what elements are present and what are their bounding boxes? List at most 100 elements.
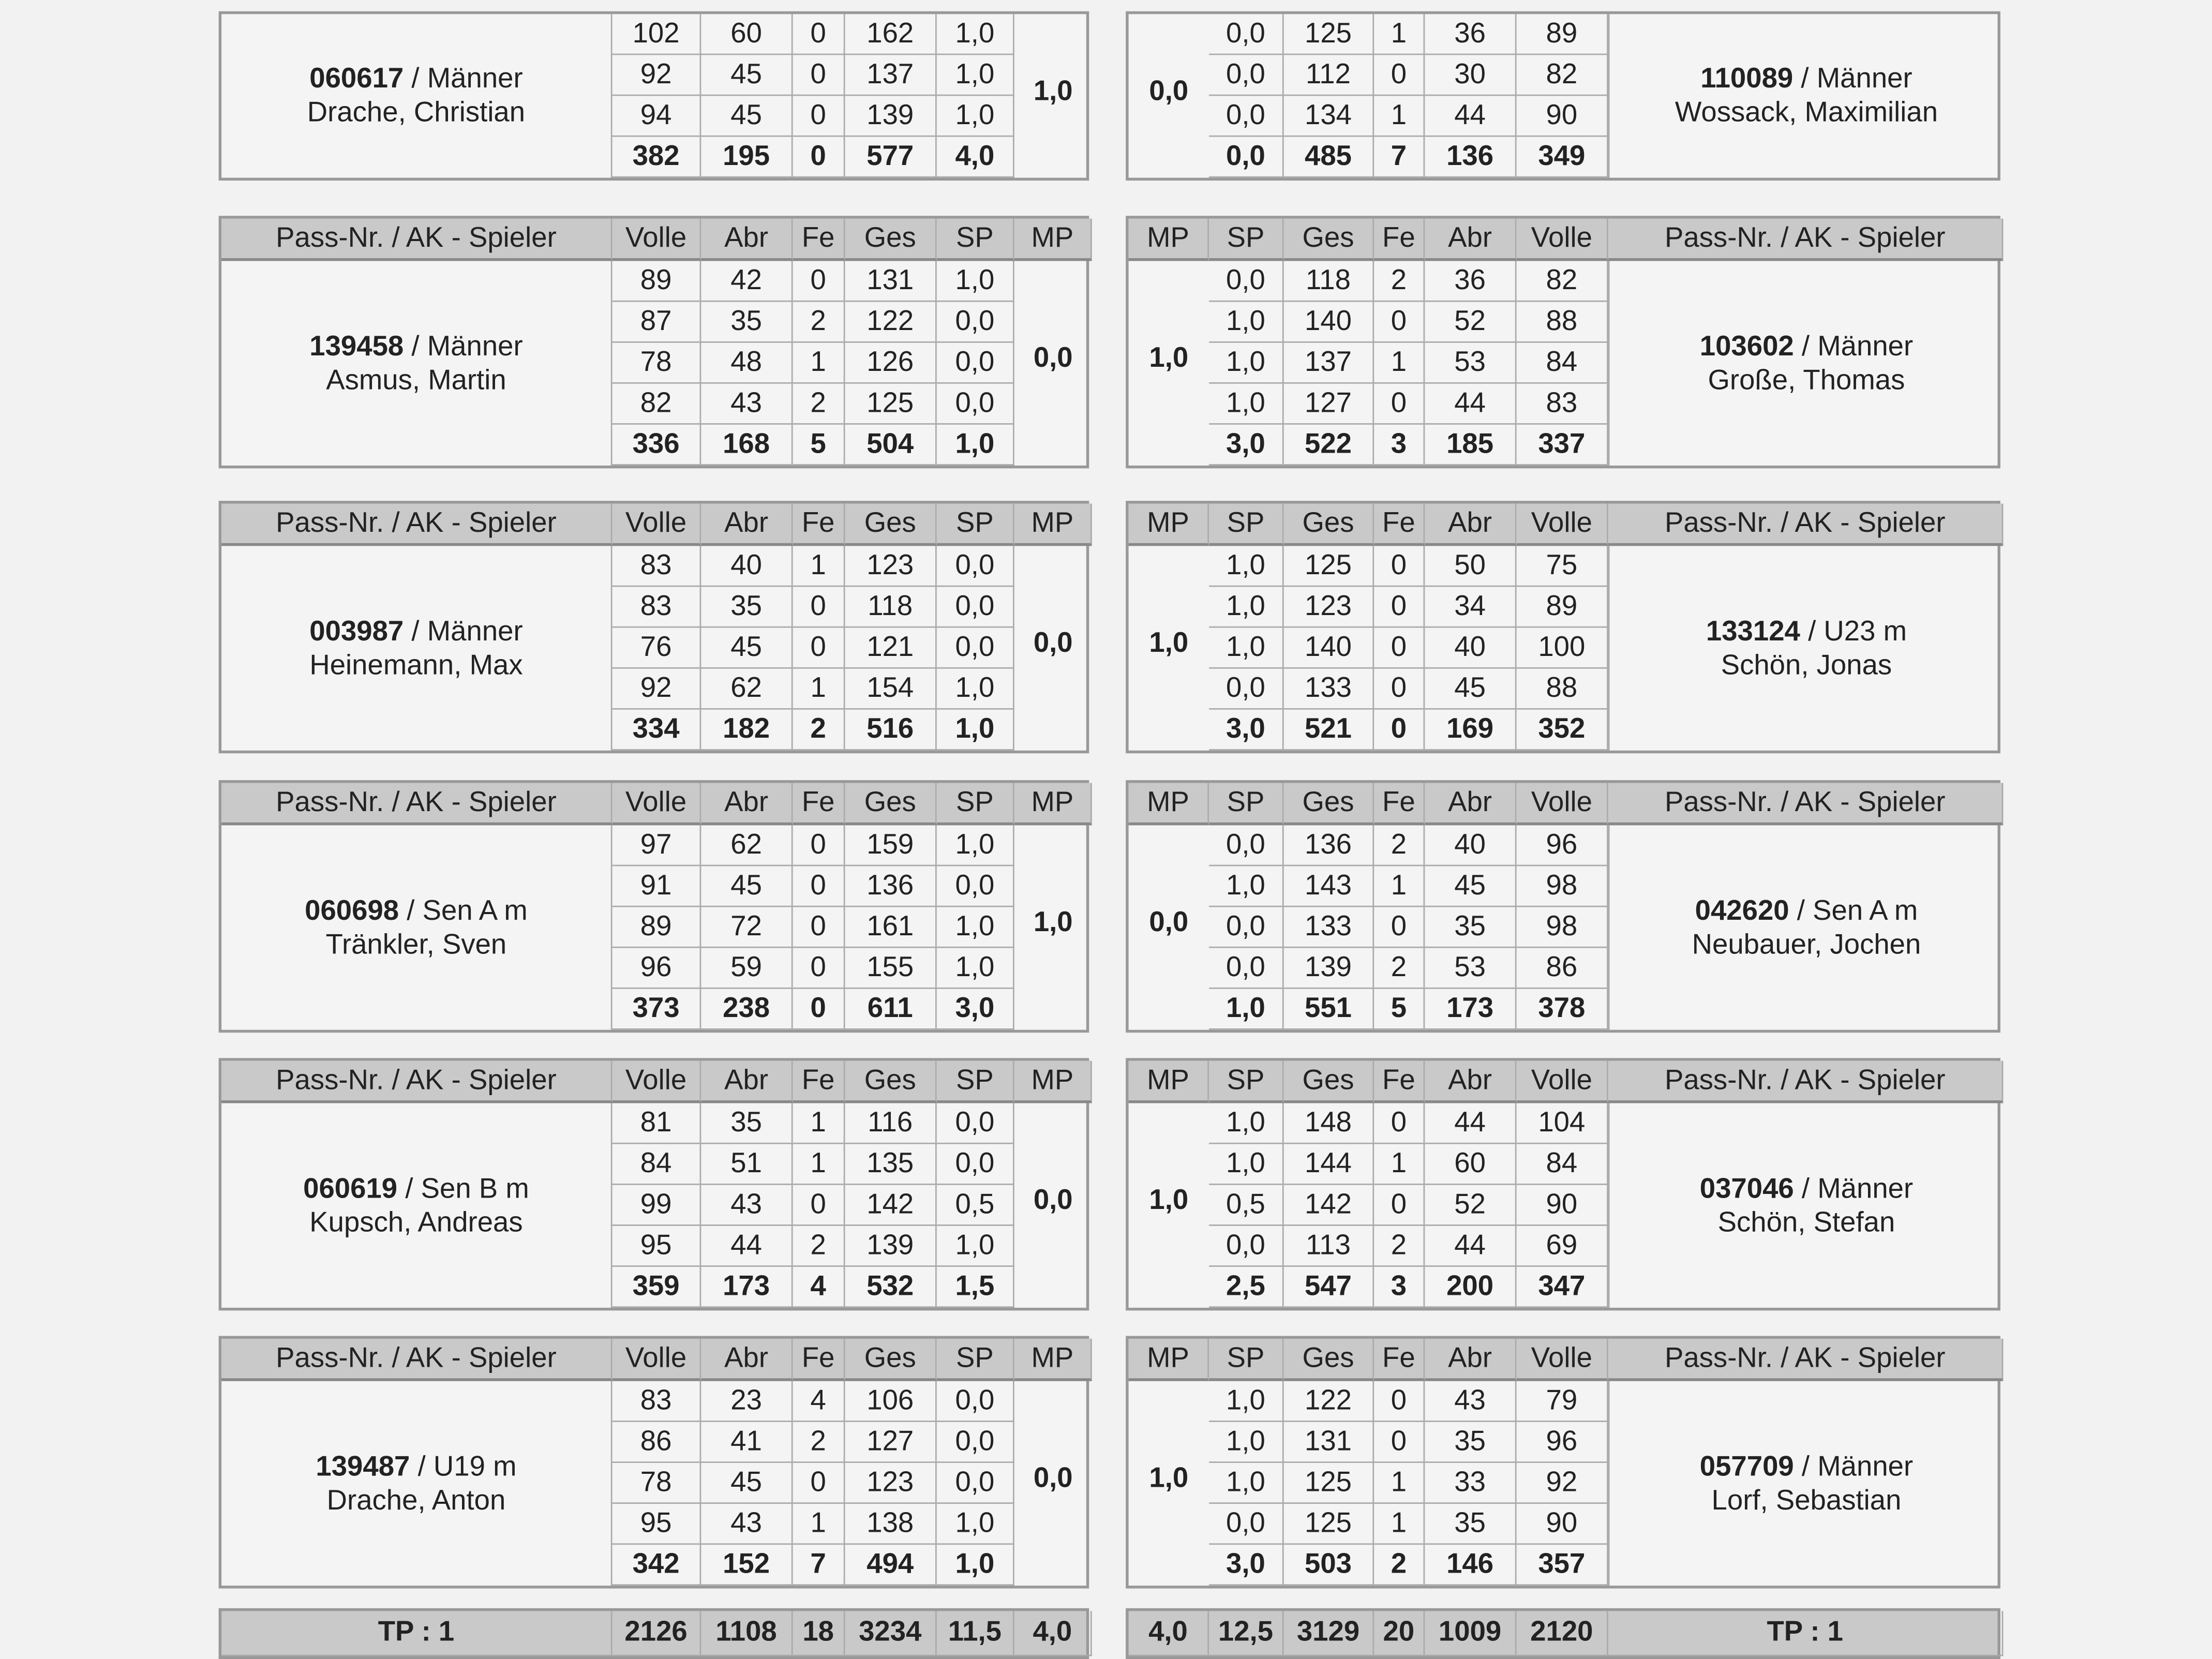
score-cell: 1 [1374, 1144, 1425, 1185]
total-cell: 136 [1425, 137, 1517, 178]
score-cell: 143 [1283, 866, 1374, 907]
total-cell: 152 [701, 1545, 793, 1586]
score-cell: 0 [1374, 546, 1425, 587]
score-cell: 125 [845, 383, 937, 425]
score-cell: 139 [1283, 948, 1374, 989]
score-cell: 82 [1516, 55, 1608, 96]
column-header: Ges [1283, 783, 1374, 826]
score-cell: 0,0 [936, 1462, 1014, 1504]
column-header: SP [936, 218, 1014, 261]
player-info: 060619 / Sen B m Kupsch, Andreas [221, 1103, 612, 1308]
total-cell: 522 [1283, 424, 1374, 466]
column-header: Abr [1425, 1060, 1517, 1103]
score-cell: 35 [1425, 907, 1517, 948]
score-cell: 0 [793, 96, 845, 137]
score-cell: 88 [1516, 668, 1608, 710]
player-info: 060617 / Männer Drache, Christian [221, 14, 612, 178]
match-points: 1,0 [1149, 1185, 1189, 1216]
score-cell: 2 [793, 1422, 845, 1463]
column-header: Fe [1374, 503, 1425, 546]
total-cell: 551 [1283, 989, 1374, 1030]
score-cell: 45 [701, 1462, 793, 1504]
score-cell: 0,0 [1209, 948, 1284, 989]
player-block: 060617 / Männer Drache, Christian 102 60 0 16… [218, 11, 1089, 181]
score-cell: 43 [701, 1504, 793, 1545]
score-cell: 123 [845, 546, 937, 587]
match-points: 0,0 [1149, 75, 1189, 107]
score-cell: 137 [1283, 342, 1374, 384]
score-cell: 92 [1516, 1462, 1608, 1504]
score-cell: 0,0 [936, 546, 1014, 587]
column-header: MP [1014, 1338, 1092, 1381]
score-cell: 161 [845, 907, 937, 948]
score-cell: 40 [701, 546, 793, 587]
score-cell: 98 [1516, 866, 1608, 907]
pass-line: 060698 / Sen A m [305, 894, 528, 928]
player-name: Wossack, Maximilian [1675, 97, 1938, 129]
score-cell: 0,0 [936, 1381, 1014, 1422]
pass-number: 037046 [1699, 1173, 1794, 1204]
score-cell: 2 [793, 1225, 845, 1267]
score-cell: 45 [701, 55, 793, 96]
player-name: Drache, Anton [326, 1485, 506, 1516]
score-cell: 0,0 [1209, 668, 1284, 710]
score-cell: 0,0 [936, 587, 1014, 628]
team-total-cell: 18 [793, 1611, 845, 1656]
match-points: 1,0 [1149, 1462, 1189, 1494]
score-cell: 0 [793, 261, 845, 302]
score-cell: 36 [1425, 14, 1517, 55]
age-class: / Männer [403, 616, 523, 647]
total-cell: 2 [1374, 1545, 1425, 1586]
column-header: Volle [612, 1060, 701, 1103]
score-cell: 142 [1283, 1185, 1374, 1226]
score-cell: 42 [701, 261, 793, 302]
player-name: Drache, Christian [307, 97, 526, 129]
column-header: Fe [1374, 1060, 1425, 1103]
player-block: MP SP Ges Fe Abr Volle Pass-Nr. / AK - Spieler… [1126, 1058, 2004, 1311]
column-header: Pass-Nr. / AK - Spieler [221, 1338, 612, 1381]
score-cell: 123 [845, 1462, 937, 1504]
player-info: 060698 / Sen A m Tränkler, Sven [221, 825, 612, 1030]
total-cell: 337 [1516, 424, 1608, 466]
column-header: SP [936, 503, 1014, 546]
player-name: Kupsch, Andreas [309, 1206, 523, 1238]
score-cell: 0 [793, 866, 845, 907]
total-cell: 0 [1374, 709, 1425, 751]
column-header: Abr [1425, 218, 1517, 261]
score-cell: 1,0 [1209, 1144, 1284, 1185]
score-cell: 133 [1283, 668, 1374, 710]
age-class: / Männer [403, 63, 523, 95]
column-header: Fe [793, 218, 845, 261]
score-cell: 155 [845, 948, 937, 989]
score-cell: 35 [701, 302, 793, 343]
score-cell: 140 [1283, 302, 1374, 343]
total-cell: 611 [845, 989, 937, 1030]
column-header: Volle [612, 1338, 701, 1381]
column-header: SP [936, 1060, 1014, 1103]
match-points: 0,0 [1149, 907, 1189, 938]
score-cell: 45 [701, 96, 793, 137]
score-cell: 0,0 [936, 866, 1014, 907]
total-cell: 3,0 [1209, 1545, 1284, 1586]
score-cell: 1,0 [1209, 302, 1284, 343]
total-cell: 382 [612, 137, 701, 178]
column-header: Ges [845, 503, 937, 546]
player-block: Pass-Nr. / AK - Spieler Volle Abr Fe Ges SP MP… [218, 780, 1092, 1033]
column-header: SP [1209, 503, 1284, 546]
column-header: Abr [701, 1060, 793, 1103]
score-cell: 95 [612, 1225, 701, 1267]
score-cell: 0 [793, 587, 845, 628]
total-cell: 342 [612, 1545, 701, 1586]
total-cell: 3,0 [1209, 709, 1284, 751]
score-cell: 35 [701, 587, 793, 628]
score-cell: 83 [612, 1381, 701, 1422]
player-info: 037046 / Männer Schön, Stefan [1608, 1103, 2004, 1308]
total-cell: 169 [1425, 709, 1517, 751]
total-cell: 173 [701, 1266, 793, 1308]
column-header: MP [1128, 1338, 1209, 1381]
score-cell: 82 [612, 383, 701, 425]
player-block: MP SP Ges Fe Abr Volle Pass-Nr. / AK - Spieler… [1126, 780, 2004, 1033]
total-cell: 494 [845, 1545, 937, 1586]
score-cell: 87 [612, 302, 701, 343]
score-cell: 123 [1283, 587, 1374, 628]
